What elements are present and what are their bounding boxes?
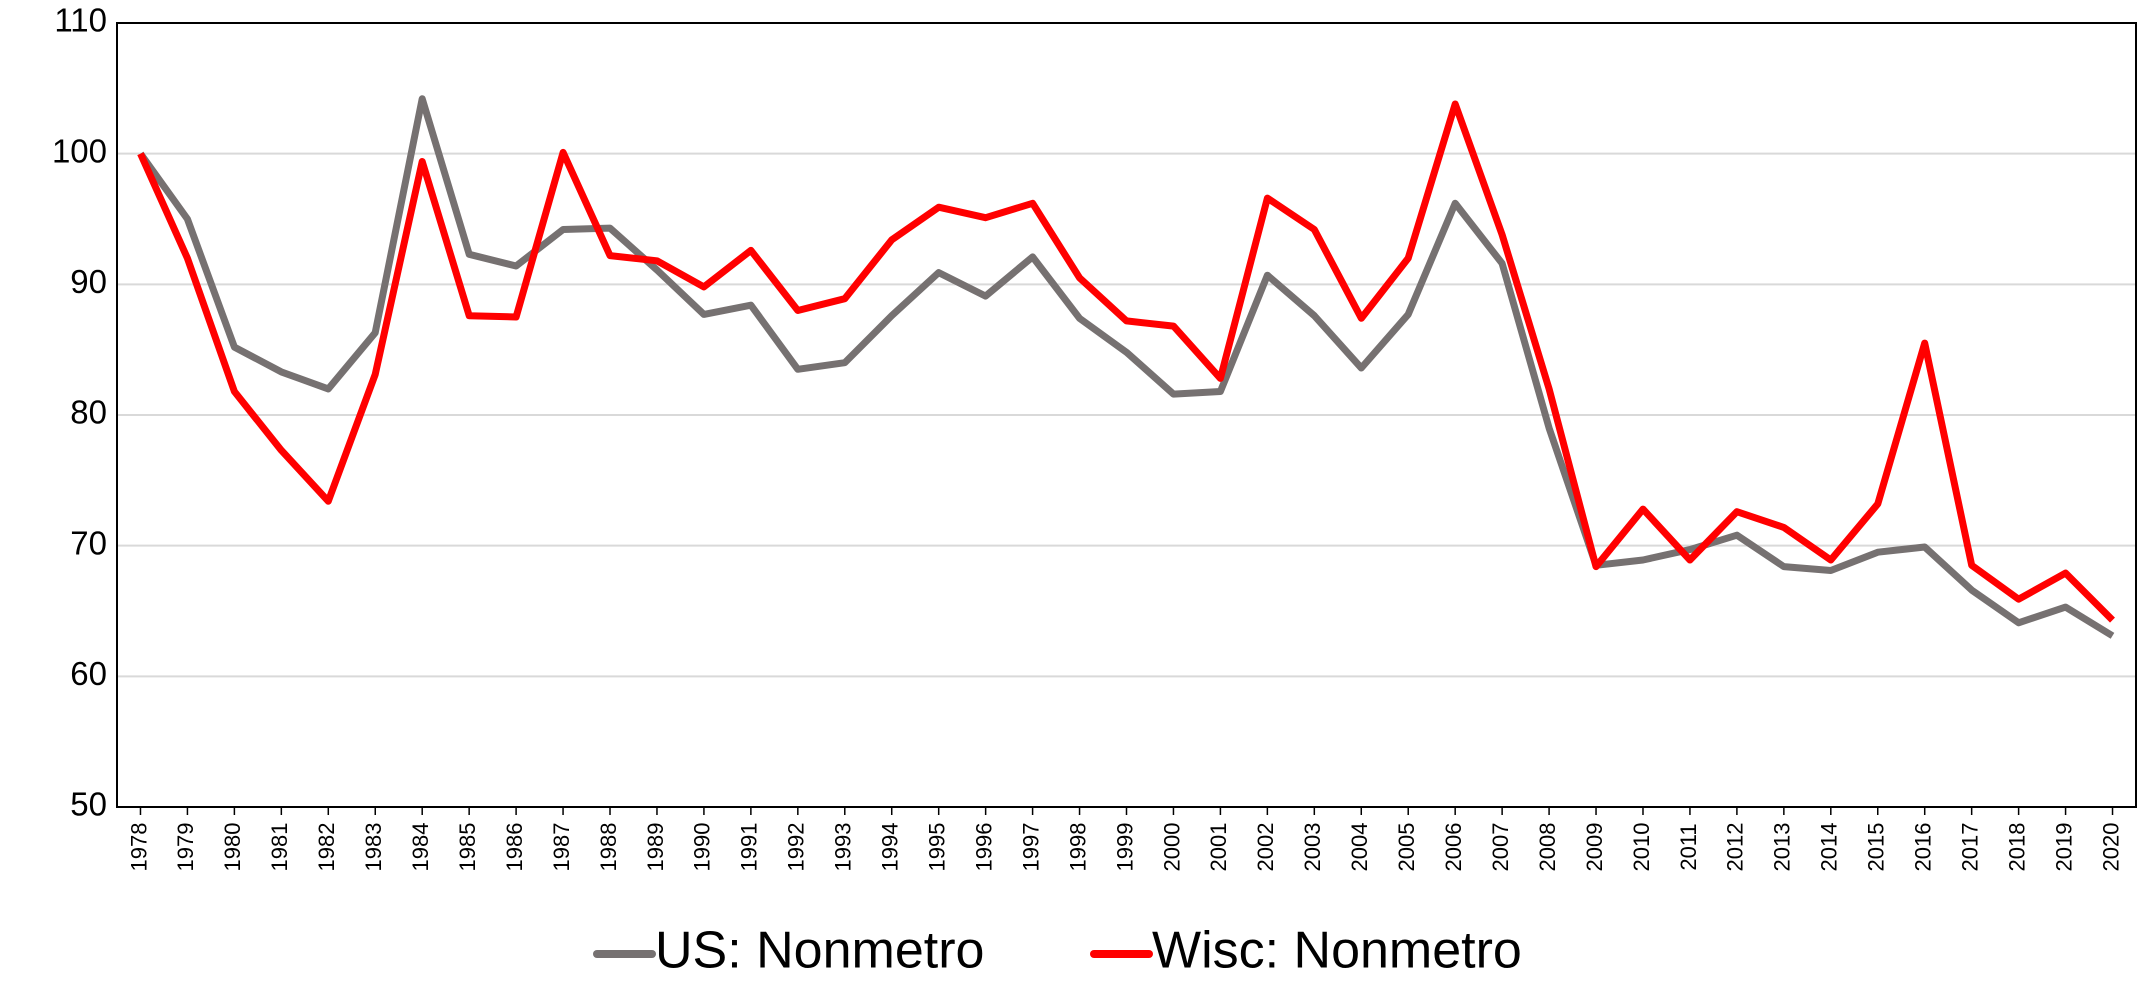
x-tick-label: 2007: [1488, 823, 1513, 872]
x-tick-label: 1985: [455, 823, 480, 872]
x-tick-label: 1979: [173, 823, 198, 872]
x-tick-label: 1989: [643, 823, 668, 872]
x-tick-label: 1984: [408, 823, 433, 872]
x-tick-label: 1983: [361, 823, 386, 872]
x-tick-label: 2008: [1535, 823, 1560, 872]
legend-label: US: Nonmetro: [655, 922, 984, 980]
x-tick-label: 2003: [1300, 823, 1325, 872]
x-tick-label: 2013: [1770, 823, 1795, 872]
y-tick-label: 100: [52, 132, 107, 169]
y-tick-label: 50: [70, 786, 107, 823]
x-tick-label: 2017: [1957, 823, 1982, 872]
data-line: [137, 95, 2115, 639]
x-tick-label: 1991: [737, 823, 762, 872]
x-tick-label: 2015: [1864, 823, 1889, 872]
x-tick-label: 2006: [1441, 823, 1466, 872]
x-tick-label: 1992: [784, 823, 809, 872]
y-tick-label: 60: [70, 655, 107, 692]
x-tick-label: 2005: [1394, 823, 1419, 872]
x-tick-label: 1990: [690, 823, 715, 872]
x-tick-label: 2010: [1629, 823, 1654, 872]
y-tick-label: 110: [54, 2, 107, 39]
x-tick-label: 1996: [971, 823, 996, 872]
x-tick-label: 1995: [924, 823, 949, 872]
y-tick-label: 80: [70, 394, 107, 431]
grid: [117, 22, 2136, 808]
y-tick-label: 90: [70, 263, 107, 300]
y-tick-label: 70: [70, 524, 107, 561]
x-tick-label: 2019: [2051, 823, 2076, 872]
x-tick-label: 2018: [2004, 823, 2029, 872]
legend-label: Wisc: Nonmetro: [1152, 922, 1522, 980]
x-tick-label: 2020: [2098, 823, 2123, 872]
x-tick-label: 1998: [1065, 823, 1090, 872]
x-tick-label: 2011: [1676, 823, 1701, 870]
x-tick-label: 1980: [220, 823, 245, 872]
x-tick-label: 1982: [314, 823, 339, 872]
x-tick-label: 2016: [1911, 823, 1936, 872]
x-tick-label: 1999: [1112, 823, 1137, 872]
x-tick-label: 1981: [267, 823, 292, 872]
data-line: [137, 100, 2115, 623]
x-tick-label: 2002: [1253, 823, 1278, 872]
x-tick-label: 2004: [1347, 823, 1372, 872]
x-tick-label: 1978: [126, 823, 151, 872]
x-tick-label: 1997: [1018, 823, 1043, 872]
x-tick-label: 2001: [1206, 823, 1231, 872]
x-tick-label: 1988: [596, 823, 621, 872]
x-tick-label: 2009: [1582, 823, 1607, 872]
x-tick-label: 2014: [1817, 823, 1842, 872]
x-tick-label: 1993: [831, 823, 856, 872]
x-tick-label: 1986: [502, 823, 527, 872]
x-tick-label: 2012: [1723, 823, 1748, 872]
x-tick-label: 1994: [878, 823, 903, 872]
x-tick-label: 2000: [1159, 823, 1184, 872]
x-tick-label: 1987: [549, 823, 574, 872]
